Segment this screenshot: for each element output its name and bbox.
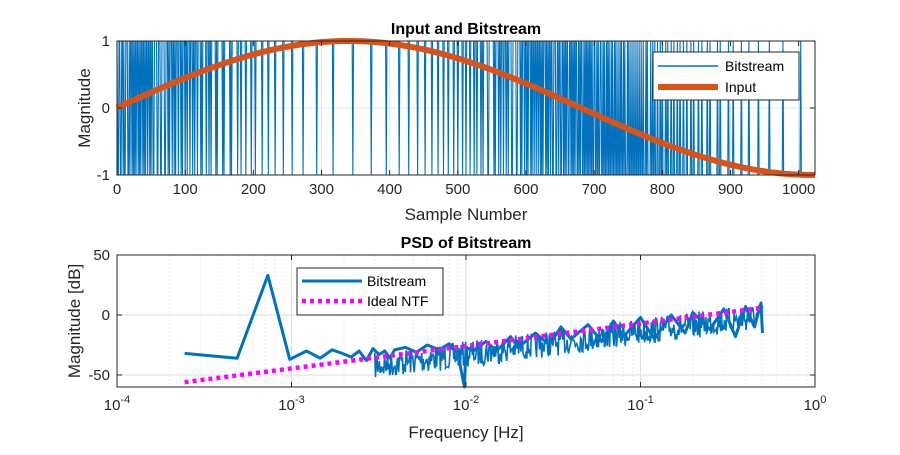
x-tick-label: 800: [650, 181, 675, 198]
y-tick-label: 1: [102, 33, 110, 50]
chart-title: PSD of Bitstream: [401, 235, 532, 252]
x-tick-base: 10: [278, 397, 295, 414]
legend: Bitstream Ideal NTF: [297, 268, 443, 315]
x-tick-base: 10: [104, 397, 121, 414]
x-tick-label: 10-2: [453, 394, 479, 414]
x-tick-label: 900: [718, 181, 743, 198]
x-axis-label: Frequency [Hz]: [408, 423, 523, 442]
x-tick-label: 600: [513, 181, 538, 198]
x-tick-label: 100: [804, 394, 827, 414]
y-axis-label: Magnitude: [75, 68, 94, 147]
x-tick-label: 400: [377, 181, 402, 198]
y-axis-label: Magnitude [dB]: [65, 264, 84, 378]
x-tick-label: 10-4: [104, 394, 130, 414]
x-tick-label: 0: [113, 181, 121, 198]
x-tick-label: 10-3: [278, 394, 304, 414]
x-tick-exponent: -3: [295, 394, 305, 406]
x-axis-label: Sample Number: [405, 205, 528, 224]
x-tick-label: 100: [173, 181, 198, 198]
x-tick-exponent: 0: [820, 394, 826, 406]
legend-label-input: Input: [725, 79, 756, 95]
x-tick-label: 1000: [782, 181, 815, 198]
x-tick-label: 10-1: [627, 394, 653, 414]
y-tick-label: -50: [88, 367, 110, 384]
x-tick-base: 10: [804, 397, 821, 414]
legend-label-bitstream: Bitstream: [367, 273, 426, 289]
x-tick-label: 500: [445, 181, 470, 198]
x-tick-label: 200: [241, 181, 266, 198]
chart-title: Input and Bitstream: [391, 21, 541, 38]
x-tick-exponent: -4: [120, 394, 130, 406]
x-tick-label: 700: [582, 181, 607, 198]
legend-label-bitstream: Bitstream: [725, 58, 784, 74]
x-tick-exponent: -2: [469, 394, 479, 406]
x-tick-base: 10: [453, 397, 470, 414]
y-tick-label: 0: [102, 307, 110, 324]
y-tick-label: -1: [97, 167, 110, 184]
x-tick-base: 10: [627, 397, 644, 414]
legend-label-ntf: Ideal NTF: [367, 293, 428, 309]
y-tick-label: 50: [93, 247, 110, 264]
x-tick-label: 300: [309, 181, 334, 198]
x-tick-exponent: -1: [644, 394, 654, 406]
y-tick-label: 0: [102, 100, 110, 117]
legend: Bitstream Input: [653, 52, 799, 100]
